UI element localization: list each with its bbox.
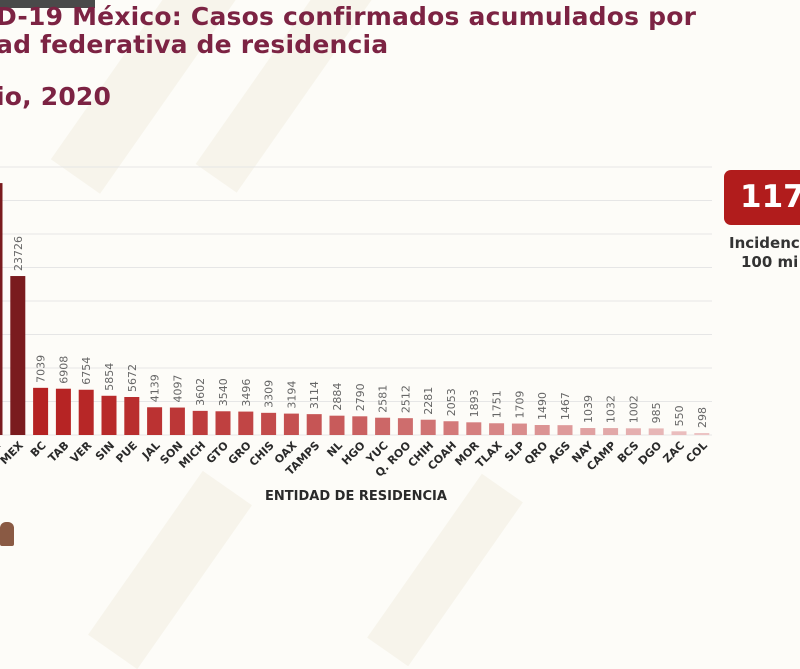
data-label: 6908 xyxy=(57,356,70,384)
bar xyxy=(534,425,550,435)
bar xyxy=(0,183,3,435)
data-label: 23726 xyxy=(12,236,25,271)
data-label: 550 xyxy=(673,405,686,426)
data-label: 5672 xyxy=(126,364,139,392)
data-label: 4139 xyxy=(149,374,162,402)
x-tick-label: MEX xyxy=(0,439,26,468)
data-label: 2053 xyxy=(445,388,458,416)
x-tick-label: HGO xyxy=(339,439,368,468)
x-tick-label: DGO xyxy=(636,439,665,468)
data-label: 3114 xyxy=(308,381,321,409)
data-label: 1709 xyxy=(513,391,526,419)
x-tick-label: QRO xyxy=(522,439,550,467)
data-label: 1751 xyxy=(491,390,504,418)
bar xyxy=(694,433,710,435)
data-label: 5854 xyxy=(103,363,116,391)
data-label: 1032 xyxy=(605,395,618,423)
data-label: 2581 xyxy=(377,385,390,413)
bar xyxy=(352,416,368,435)
data-label: 3540 xyxy=(217,378,230,406)
bar xyxy=(603,428,619,435)
data-label: 2512 xyxy=(399,385,412,413)
data-label: 6754 xyxy=(80,357,93,385)
bar xyxy=(261,412,277,435)
x-axis-label: ENTIDAD DE RESIDENCIA xyxy=(265,489,447,504)
bar xyxy=(78,389,94,435)
incidence-value: 117 xyxy=(740,179,800,215)
bar xyxy=(101,395,117,435)
bar xyxy=(671,431,687,435)
data-label: 1002 xyxy=(627,395,640,423)
x-tick-label: COL xyxy=(683,439,709,465)
data-label: 4097 xyxy=(171,375,184,403)
video-overlay-bar xyxy=(0,0,95,8)
bar xyxy=(124,396,140,435)
data-label: 985 xyxy=(650,402,663,423)
bar xyxy=(329,415,345,435)
data-label: 1039 xyxy=(582,395,595,423)
bar xyxy=(215,411,231,435)
data-label: 2281 xyxy=(422,387,435,415)
bar xyxy=(443,421,459,435)
data-label: 1490 xyxy=(536,392,549,420)
bar xyxy=(557,425,573,435)
x-tick-label: AGS xyxy=(546,439,573,466)
data-label: 1893 xyxy=(468,389,481,417)
bar xyxy=(511,423,527,435)
bar xyxy=(192,410,208,435)
bar xyxy=(238,411,254,435)
data-label: 298 xyxy=(696,407,709,428)
chart-title-line2: ad federativa de residencia xyxy=(0,30,389,59)
chart-title-line1: D-19 México: Casos confirmados acumulado… xyxy=(0,2,697,31)
x-tick-label: ZAC xyxy=(661,439,688,466)
bar-chart: CDMX23726MEX7039BC6908TAB6754VER5854SIN5… xyxy=(0,166,712,504)
bar xyxy=(306,414,322,435)
data-label: 1467 xyxy=(559,392,572,420)
x-tick-label: PUE xyxy=(113,439,140,466)
data-label: 3194 xyxy=(285,381,298,409)
bar xyxy=(169,407,185,435)
bar xyxy=(420,419,436,435)
incidence-badge: 117 xyxy=(724,170,800,225)
bar xyxy=(33,387,49,435)
data-label: 3309 xyxy=(263,380,276,408)
x-tick-label: GTO xyxy=(204,439,231,466)
incidence-label: Incidenc xyxy=(729,234,800,252)
bar xyxy=(397,418,413,435)
bar xyxy=(580,428,596,435)
data-label: 3602 xyxy=(194,378,207,406)
data-label: 7039 xyxy=(35,355,48,383)
x-tick-label: SIN xyxy=(93,439,117,463)
data-label: 2790 xyxy=(354,383,367,411)
x-tick-label: CHIS xyxy=(247,439,277,469)
data-label: 3496 xyxy=(240,379,253,407)
bar xyxy=(489,423,505,435)
incidence-label-2: 100 mi xyxy=(741,253,799,271)
x-tick-label: VER xyxy=(68,439,95,466)
bar xyxy=(466,422,482,435)
presenter-thumbnail xyxy=(0,522,14,546)
bar xyxy=(55,388,71,435)
x-tick-label: TLAX xyxy=(473,439,505,471)
bar xyxy=(625,428,641,435)
x-tick-label: TAB xyxy=(46,439,72,465)
bar xyxy=(283,413,299,435)
data-label: 2884 xyxy=(331,383,344,411)
bar xyxy=(10,276,26,435)
bar xyxy=(375,417,391,435)
bar xyxy=(648,428,664,435)
chart-date: io, 2020 xyxy=(0,82,112,111)
bar xyxy=(147,407,163,435)
